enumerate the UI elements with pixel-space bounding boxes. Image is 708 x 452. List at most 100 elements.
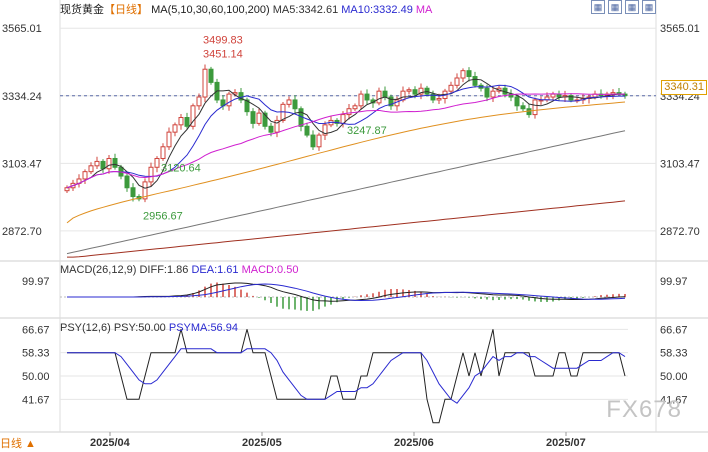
- psy-tick-right: 50.00: [660, 371, 688, 383]
- candle-body: [244, 99, 250, 113]
- candle-body: [550, 93, 556, 98]
- psy-line: [67, 329, 626, 424]
- candle-body: [388, 96, 394, 107]
- y-tick-label-right: 3103.47: [660, 158, 700, 170]
- candle-body: [208, 68, 214, 83]
- macd-value: MACD:0.50: [241, 264, 299, 276]
- x-tick-label: 2025/06: [394, 437, 434, 449]
- ma30-line: [66, 93, 626, 189]
- candle-body: [382, 90, 388, 98]
- candle-body: [436, 97, 442, 101]
- candle-body: [430, 93, 436, 101]
- candle-body: [82, 171, 88, 180]
- candle-body: [268, 125, 274, 133]
- candle-body: [202, 68, 208, 98]
- candle-body: [322, 124, 328, 136]
- psy-tick-left: 41.67: [22, 394, 50, 406]
- ma5-line: [66, 78, 626, 189]
- psy-tick-right: 58.33: [660, 348, 688, 360]
- last-price-badge: 3340.31: [661, 80, 707, 95]
- psy-tick-left: 66.67: [22, 324, 50, 336]
- candle-body: [196, 96, 202, 107]
- candle-body: [472, 76, 478, 86]
- candle-body: [226, 93, 232, 107]
- candle-body: [262, 112, 268, 127]
- candle-body: [256, 112, 262, 124]
- price-annotation: 3120.64: [161, 162, 201, 174]
- candle-body: [520, 105, 526, 110]
- candle-body: [274, 119, 280, 133]
- candle-body: [238, 92, 244, 101]
- y-tick-label-left: 3565.01: [2, 23, 42, 35]
- candle-body: [106, 157, 112, 170]
- candle-body: [316, 134, 322, 148]
- candle-body: [286, 99, 292, 105]
- candle-body: [94, 160, 100, 167]
- period-tab[interactable]: 日线 ▲: [0, 438, 36, 450]
- psy-title: PSY(12,6): [60, 322, 111, 334]
- price-annotation: 2956.67: [143, 210, 183, 222]
- candle-body: [358, 93, 364, 107]
- dea-line: [67, 283, 626, 302]
- psyma-line: [67, 348, 626, 404]
- x-tick-label: 2025/07: [546, 437, 586, 449]
- candle-body: [124, 175, 130, 189]
- candle-body: [154, 157, 160, 168]
- candle-body: [112, 157, 118, 168]
- psyma-value: PSYMA:56.94: [168, 322, 238, 334]
- candle-body: [292, 99, 298, 110]
- candle-body: [346, 108, 352, 116]
- candle-body: [142, 181, 148, 200]
- candle-body: [178, 117, 184, 126]
- x-tick-label: 2025/05: [242, 437, 282, 449]
- grid-icon[interactable]: ▦: [642, 0, 656, 14]
- psy-tick-left: 50.00: [22, 371, 50, 383]
- candle-body: [166, 131, 172, 148]
- y-tick-label-left: 2872.70: [2, 226, 42, 238]
- ma100-line: [66, 130, 626, 255]
- period-label[interactable]: 【日线】: [104, 4, 148, 16]
- candle-body: [148, 166, 154, 183]
- price-annotation: 3499.83: [203, 34, 243, 46]
- candle-body: [130, 187, 136, 198]
- diff-line: [67, 282, 626, 302]
- macd-tick-left: 99.97: [22, 276, 50, 288]
- candle-body: [460, 70, 466, 79]
- candle-body: [400, 90, 406, 101]
- candle-body: [568, 95, 574, 101]
- grid-icon[interactable]: ▦: [625, 0, 639, 14]
- candle-body: [172, 124, 178, 133]
- candle-body: [160, 146, 166, 159]
- candle-body: [304, 125, 310, 136]
- psy-tick-left: 58.33: [22, 348, 50, 360]
- candle-body: [352, 105, 358, 110]
- macd-diff: DIFF:1.86: [139, 264, 189, 276]
- y-tick-label-left: 3334.24: [2, 91, 42, 103]
- candle-body: [532, 99, 538, 116]
- y-tick-label-right: 2872.70: [660, 226, 700, 238]
- macd-dea: DEA:1.61: [191, 264, 239, 276]
- candle-body: [100, 160, 106, 170]
- candle-body: [310, 134, 316, 148]
- grid-icon[interactable]: ▦: [591, 0, 605, 14]
- candle-body: [184, 117, 190, 127]
- candle-body: [454, 77, 460, 86]
- candle-body: [412, 89, 418, 95]
- chart-toolbar: ▦ ▦ ▦ ▦: [591, 0, 656, 14]
- ma-params: MA(5,10,30,60,100,200): [151, 4, 270, 16]
- candle-body: [88, 165, 94, 173]
- ma60-line: [66, 101, 626, 224]
- psy-value: PSY:50.00: [113, 322, 166, 334]
- macd-tick-right: 99.97: [660, 276, 688, 288]
- candle-body: [448, 84, 454, 92]
- chart-header: 现货黄金【日线】 MA(5,10,30,60,100,200) MA5:3342…: [60, 1, 432, 17]
- candle-body: [508, 93, 514, 98]
- grid-icon[interactable]: ▦: [608, 0, 622, 14]
- ma5-value: MA5:3342.61: [272, 4, 339, 16]
- candle-body: [514, 96, 520, 107]
- psy-tick-right: 66.67: [660, 324, 688, 336]
- candle-body: [466, 70, 472, 78]
- macd-header: MACD(26,12,9) DIFF:1.86 DEA:1.61 MACD:0.…: [60, 264, 298, 276]
- candle-body: [418, 87, 424, 95]
